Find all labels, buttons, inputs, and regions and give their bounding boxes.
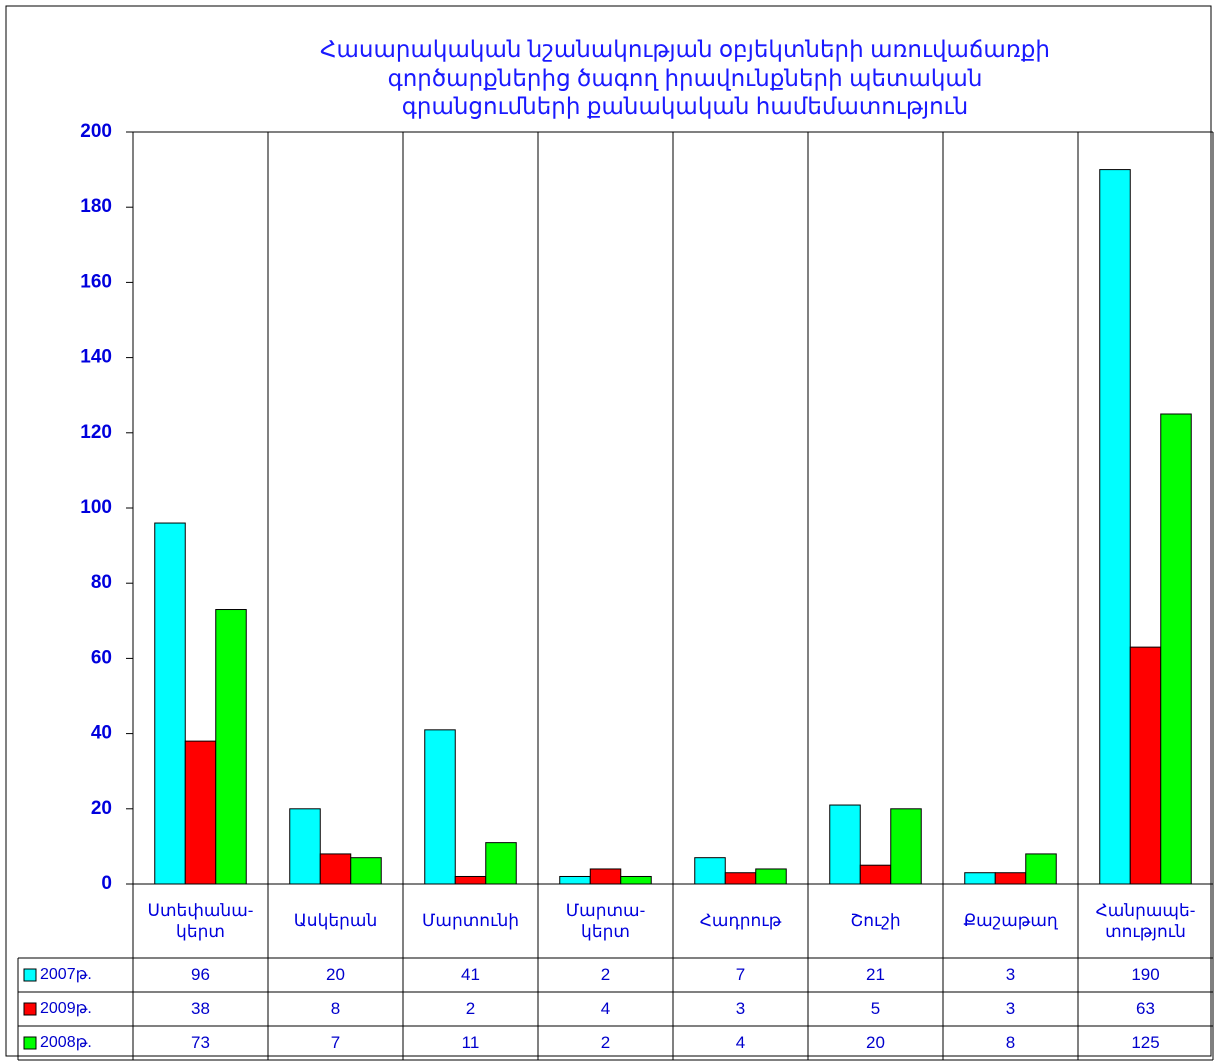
legend-label: 2008թ. xyxy=(40,1034,92,1051)
table-cell: 5 xyxy=(870,999,881,1019)
y-tick-label: 180 xyxy=(80,196,112,217)
x-tick-label: Հադրութ xyxy=(699,911,782,931)
bar xyxy=(215,609,247,885)
bar xyxy=(350,857,382,885)
x-tick-label: Ստեփանա- կերտ xyxy=(147,900,254,941)
bar xyxy=(1099,169,1131,885)
y-tick-label: 80 xyxy=(91,572,112,593)
legend-key xyxy=(23,1036,37,1050)
bar xyxy=(424,729,456,885)
table-cell: 20 xyxy=(866,1033,885,1053)
table-cell: 38 xyxy=(191,999,210,1019)
y-tick-label: 100 xyxy=(80,497,112,518)
x-tick-label: Հանրապե- տություն xyxy=(1095,900,1196,941)
y-tick-label: 200 xyxy=(80,121,112,142)
bar xyxy=(485,842,517,885)
bar xyxy=(724,872,757,885)
x-tick-label: Մարտա- կերտ xyxy=(565,900,646,941)
x-tick-label: Ասկերան xyxy=(293,911,378,931)
y-tick-label: 60 xyxy=(91,647,112,668)
legend-label: 2009թ. xyxy=(40,1000,92,1017)
y-tick-label: 140 xyxy=(80,347,112,368)
legend-label: 2007թ. xyxy=(40,966,92,983)
table-cell: 190 xyxy=(1131,965,1160,985)
bar xyxy=(859,864,892,885)
table-cell: 7 xyxy=(735,965,746,985)
table-cell: 2 xyxy=(600,965,611,985)
bar xyxy=(1025,853,1057,885)
bar xyxy=(589,868,622,885)
table-cell: 125 xyxy=(1131,1033,1160,1053)
bar xyxy=(454,875,487,885)
table-cell: 73 xyxy=(191,1033,210,1053)
bar xyxy=(289,808,321,885)
table-cell: 4 xyxy=(600,999,611,1019)
table-cell: 8 xyxy=(330,999,341,1019)
y-tick-label: 0 xyxy=(101,873,112,894)
bar xyxy=(319,853,352,885)
y-tick-label: 40 xyxy=(91,723,112,744)
bar xyxy=(1160,413,1192,885)
bar xyxy=(1129,646,1162,885)
legend-key xyxy=(23,1002,37,1016)
table-cell: 2 xyxy=(600,1033,611,1053)
frame xyxy=(5,5,1212,1057)
x-tick-label: Շուշի xyxy=(850,911,901,931)
table-cell: 63 xyxy=(1136,999,1155,1019)
bar xyxy=(559,875,591,885)
bar xyxy=(154,522,186,885)
bar xyxy=(964,872,996,885)
y-tick-label: 160 xyxy=(80,271,112,292)
bar xyxy=(694,857,726,885)
bar xyxy=(620,875,652,885)
table-cell: 11 xyxy=(461,1033,480,1053)
table-cell: 20 xyxy=(326,965,345,985)
bar xyxy=(829,804,861,885)
table-cell: 3 xyxy=(1005,965,1016,985)
x-tick-label: Մարտունի xyxy=(421,911,520,931)
table-cell: 21 xyxy=(866,965,885,985)
table-cell: 96 xyxy=(191,965,210,985)
x-tick-label: Քաշաթաղ xyxy=(963,911,1058,931)
bar xyxy=(184,740,217,885)
bar xyxy=(890,808,922,885)
y-tick-label: 120 xyxy=(80,422,112,443)
table-cell: 3 xyxy=(1005,999,1016,1019)
y-tick-label: 20 xyxy=(91,798,112,819)
legend-key xyxy=(23,968,37,982)
table-cell: 2 xyxy=(465,999,476,1019)
table-cell: 41 xyxy=(461,965,480,985)
chart-title: Հասարակական նշանակության օբյեկտների առու… xyxy=(320,35,1050,120)
table-cell: 8 xyxy=(1005,1033,1016,1053)
table-cell: 7 xyxy=(330,1033,341,1053)
bar xyxy=(755,868,787,885)
bar xyxy=(994,872,1027,885)
table-cell: 3 xyxy=(735,999,746,1019)
table-cell: 4 xyxy=(735,1033,746,1053)
